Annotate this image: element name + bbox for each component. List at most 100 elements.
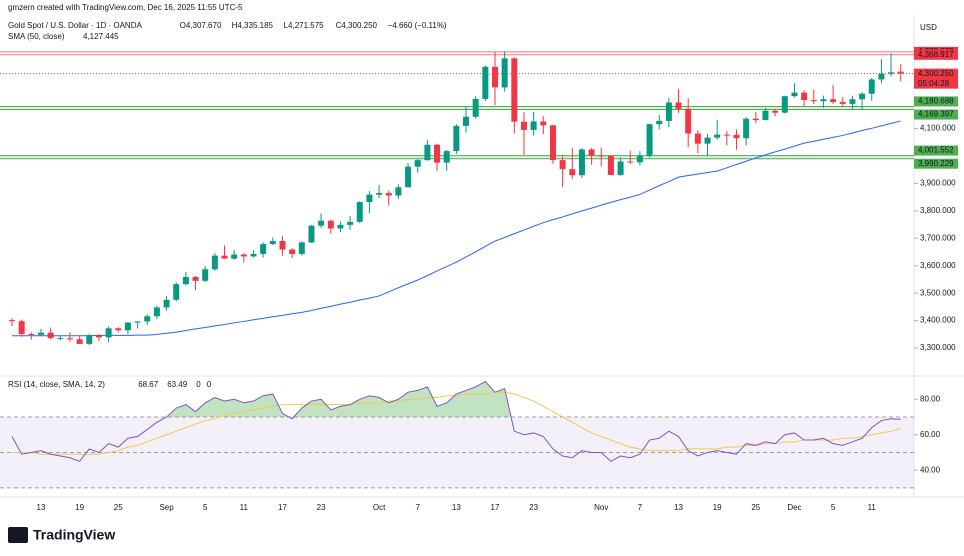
- y-tick-label: 3,600.000: [920, 261, 956, 270]
- candle-body: [105, 328, 112, 338]
- y-tick-label: 40.00: [920, 465, 941, 474]
- rsi-line: [12, 391, 901, 455]
- x-tick-label: 7: [415, 503, 420, 512]
- ohlc-value: C4,300.250: [336, 21, 378, 30]
- sma-line: [12, 120, 901, 337]
- candle-body: [347, 221, 354, 225]
- y-tick-label: 80.00: [920, 394, 941, 403]
- candle-body: [153, 307, 160, 317]
- candle-body: [250, 253, 257, 257]
- zone-label-box: [914, 158, 958, 169]
- last-price-label: 4,300.250: [918, 69, 954, 78]
- candle-body: [18, 321, 25, 335]
- x-tick-label: 25: [751, 503, 760, 512]
- x-tick-label: 13: [674, 503, 683, 512]
- x-tick-label: 23: [317, 503, 326, 512]
- candle-body: [530, 121, 537, 130]
- x-tick-label: 25: [114, 503, 123, 512]
- candle-body: [781, 96, 788, 113]
- candle-body: [636, 155, 643, 163]
- candle-body: [134, 321, 141, 323]
- candle-body: [66, 338, 73, 340]
- rsi-value: 63.49: [167, 380, 188, 389]
- zone-label: 4,001.552: [918, 146, 954, 155]
- zone-label: 4,180.688: [918, 97, 954, 106]
- candle-body: [318, 220, 325, 226]
- zone: [0, 106, 914, 110]
- candle-body: [86, 335, 93, 344]
- candle-body: [453, 125, 460, 152]
- candle-body: [685, 108, 692, 134]
- candle-body: [607, 156, 614, 175]
- credit: gmzern created with TradingView.com, Dec…: [8, 3, 243, 12]
- candle-body: [289, 249, 296, 254]
- y-tick-label: 4,100.000: [920, 124, 956, 133]
- candle-body: [598, 155, 605, 157]
- zone: [0, 155, 914, 159]
- candle-body: [520, 121, 527, 130]
- candle-body: [694, 133, 701, 144]
- candle-body: [28, 334, 35, 336]
- candle-body: [9, 320, 15, 322]
- candle-body: [878, 73, 885, 80]
- x-tick-label: 17: [491, 503, 500, 512]
- candle-body: [733, 134, 740, 139]
- x-tick-label: 13: [452, 503, 461, 512]
- y-tick-label: 3,800.000: [920, 206, 956, 215]
- x-tick-label: Sep: [159, 503, 174, 512]
- candle-body: [269, 241, 276, 245]
- x-tick-label: Dec: [787, 503, 801, 512]
- candle-body: [308, 225, 315, 243]
- candle-body: [37, 332, 44, 335]
- candle-body: [810, 100, 817, 102]
- candle-body: [897, 71, 904, 74]
- candle-body: [298, 242, 305, 254]
- candle-body: [820, 99, 827, 102]
- candle-body: [163, 299, 170, 308]
- x-tick-label: 5: [203, 503, 208, 512]
- candle-body: [221, 255, 228, 259]
- zone-label-box: [914, 145, 958, 156]
- candle-body: [192, 276, 199, 281]
- candle-body: [385, 193, 392, 196]
- rsi-title: RSI (14, close, SMA, 14, 2): [8, 380, 105, 389]
- candle-body: [791, 92, 798, 97]
- ohlc-value: −4.660 (−0.11%): [388, 21, 447, 30]
- candle-body: [211, 255, 218, 270]
- countdown: 05:04:28: [918, 79, 950, 88]
- candle-body: [240, 254, 247, 257]
- candle-body: [337, 224, 344, 229]
- candle-body: [752, 118, 759, 121]
- candle-body: [511, 58, 518, 122]
- candle-body: [144, 316, 151, 322]
- x-tick-label: 5: [831, 503, 836, 512]
- candle-body: [405, 166, 412, 188]
- ohlc-value: H4,335.185: [232, 21, 274, 30]
- candle-body: [743, 118, 750, 139]
- candle-body: [559, 160, 566, 170]
- candle-body: [549, 125, 556, 161]
- candle-body: [859, 93, 866, 100]
- candle-body: [578, 149, 585, 176]
- candle-body: [95, 335, 102, 338]
- candle-body: [665, 102, 672, 121]
- candle-body: [434, 144, 441, 163]
- candle-body: [463, 116, 470, 126]
- rsi-line: [11, 380, 901, 462]
- x-tick-label: 17: [278, 503, 287, 512]
- candle-body: [173, 284, 180, 300]
- candle-body: [202, 269, 209, 281]
- last-price-box: [914, 68, 958, 89]
- candle-body: [47, 332, 54, 339]
- x-tick-label: 13: [37, 503, 46, 512]
- candle-body: [801, 92, 808, 101]
- candle-body: [260, 244, 267, 254]
- zone-label-box: [914, 96, 958, 107]
- candle-body: [501, 58, 508, 88]
- candle-body: [830, 99, 837, 102]
- overbought-fill: [12, 381, 901, 417]
- rsi-extra: 0: [207, 380, 212, 389]
- candle-body: [675, 102, 682, 109]
- candle-body: [868, 79, 875, 94]
